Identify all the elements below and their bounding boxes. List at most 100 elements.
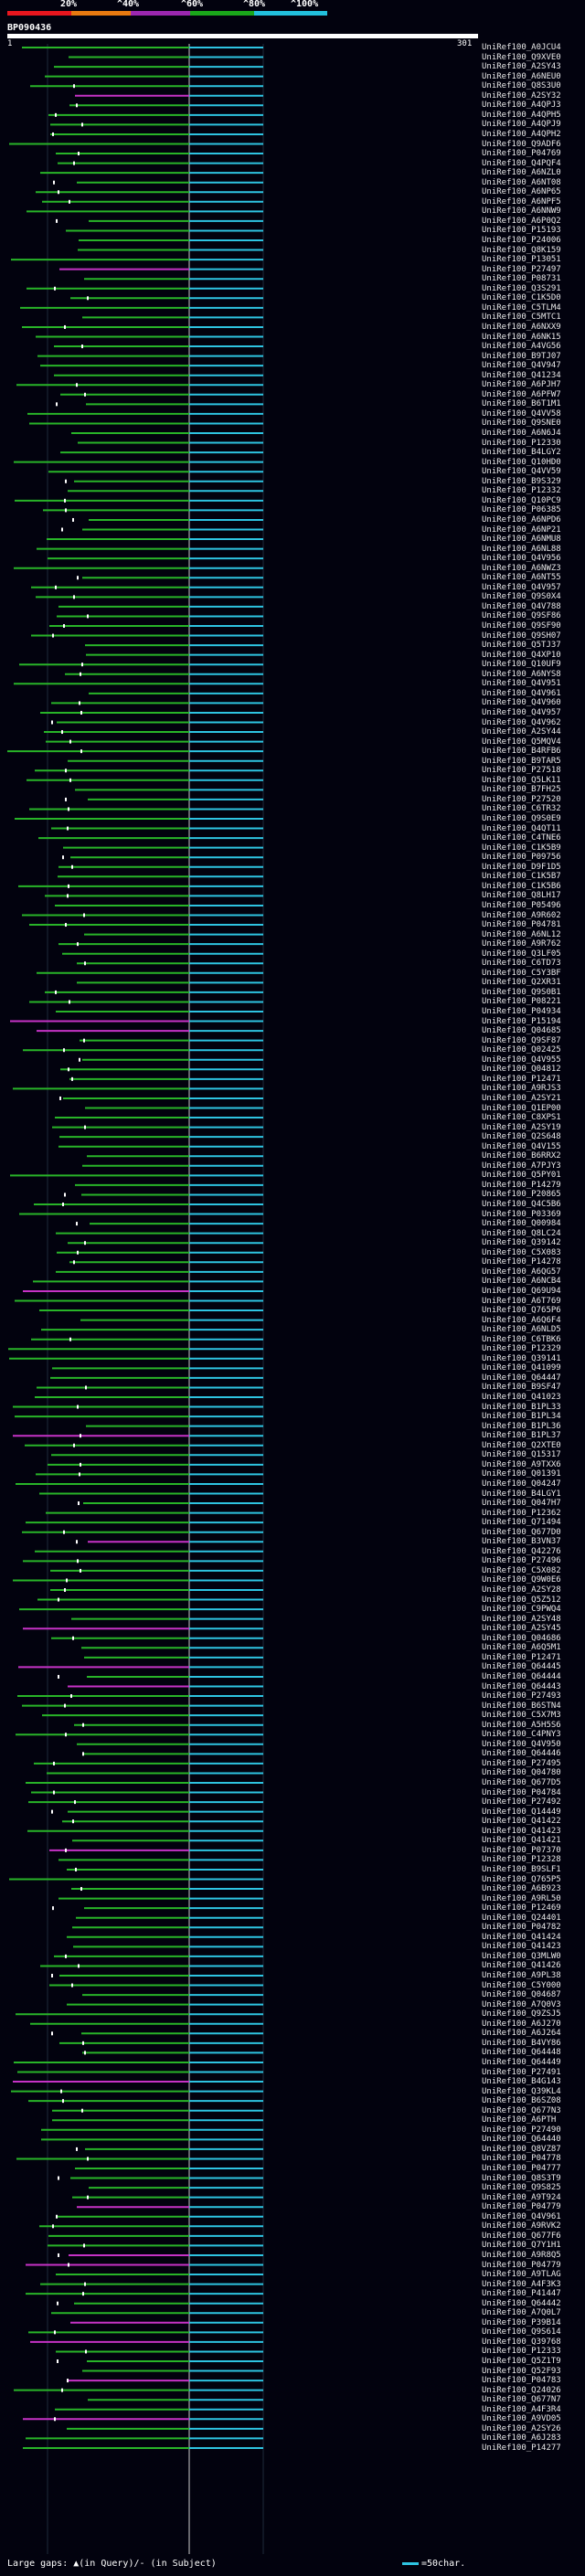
hit-label[interactable]: UniRef100_P04777: [482, 2164, 561, 2173]
hit-label[interactable]: UniRef100_C5X083: [482, 1247, 561, 1257]
hit-label[interactable]: UniRef100_A6NYS8: [482, 669, 561, 679]
hit-label[interactable]: UniRef100_P04782: [482, 1923, 561, 1933]
hit-label[interactable]: UniRef100_Q64445: [482, 1662, 561, 1672]
hit-label[interactable]: UniRef100_P04769: [482, 149, 561, 159]
hit-label[interactable]: UniRef100_Q4V950: [482, 1739, 561, 1749]
hit-label[interactable]: UniRef100_Q04687: [482, 1990, 561, 2000]
hit-label[interactable]: UniRef100_P13051: [482, 255, 561, 265]
hit-label[interactable]: UniRef100_Q39141: [482, 1353, 561, 1363]
hit-label[interactable]: UniRef100_Q677N7: [482, 2395, 561, 2405]
hit-label[interactable]: UniRef100_Q5Z512: [482, 1595, 561, 1605]
hit-label[interactable]: UniRef100_D9F1D5: [482, 862, 561, 872]
hit-label[interactable]: UniRef100_P12329: [482, 1344, 561, 1354]
hit-label[interactable]: UniRef100_Q9S825: [482, 2183, 561, 2193]
hit-label[interactable]: UniRef100_B6RRX2: [482, 1151, 561, 1161]
hit-label[interactable]: UniRef100_Q765P6: [482, 1306, 561, 1316]
hit-label[interactable]: UniRef100_Q9SNE0: [482, 419, 561, 429]
hit-label[interactable]: UniRef100_Q04247: [482, 1479, 561, 1489]
hit-label[interactable]: UniRef100_Q39768: [482, 2337, 561, 2347]
hit-label[interactable]: UniRef100_A6T769: [482, 1296, 561, 1306]
hit-label[interactable]: UniRef100_A6NL12: [482, 929, 561, 939]
hit-label[interactable]: UniRef100_A6NPD6: [482, 514, 561, 525]
hit-label[interactable]: UniRef100_Q04685: [482, 1026, 561, 1036]
hit-label[interactable]: UniRef100_Q04812: [482, 1065, 561, 1075]
hit-label[interactable]: UniRef100_Q4V957: [482, 582, 561, 592]
hit-label[interactable]: UniRef100_Q4VV59: [482, 467, 561, 477]
hit-label[interactable]: UniRef100_A6N6J4: [482, 429, 561, 438]
hit-label[interactable]: UniRef100_Q3S291: [482, 283, 561, 293]
hit-label[interactable]: UniRef100_Q047H7: [482, 1499, 561, 1509]
hit-label[interactable]: UniRef100_Q9S0B1: [482, 987, 561, 997]
hit-label[interactable]: UniRef100_B1PL33: [482, 1402, 561, 1412]
hit-label[interactable]: UniRef100_C5MTC1: [482, 313, 561, 323]
hit-label[interactable]: UniRef100_A2SY21: [482, 1093, 561, 1103]
hit-label[interactable]: UniRef100_C6TD73: [482, 959, 561, 969]
hit-label[interactable]: UniRef100_B9SF47: [482, 1383, 561, 1393]
hit-label[interactable]: UniRef100_B7FH25: [482, 785, 561, 795]
hit-label[interactable]: UniRef100_A6NT55: [482, 573, 561, 583]
hit-label[interactable]: UniRef100_Q4PQF4: [482, 158, 561, 168]
hit-label[interactable]: UniRef100_Q00984: [482, 1219, 561, 1229]
hit-label[interactable]: UniRef100_P12469: [482, 1903, 561, 1913]
hit-label[interactable]: UniRef100_A7PJY3: [482, 1161, 561, 1171]
hit-label[interactable]: UniRef100_Q4VV58: [482, 408, 561, 419]
hit-label[interactable]: UniRef100_C4TNE6: [482, 833, 561, 843]
hit-label[interactable]: UniRef100_B9TJ07: [482, 351, 561, 361]
hit-label[interactable]: UniRef100_C5X082: [482, 1565, 561, 1575]
hit-label[interactable]: UniRef100_Q71494: [482, 1518, 561, 1528]
hit-label[interactable]: UniRef100_A6J270: [482, 2019, 561, 2029]
hit-label[interactable]: UniRef100_Q4XP10: [482, 650, 561, 660]
hit-label[interactable]: UniRef100_P12333: [482, 2347, 561, 2357]
hit-label[interactable]: UniRef100_A6NWZ3: [482, 563, 561, 573]
hit-label[interactable]: UniRef100_A9T924: [482, 2192, 561, 2202]
hit-label[interactable]: UniRef100_A6NXX9: [482, 322, 561, 332]
hit-label[interactable]: UniRef100_P41447: [482, 2289, 561, 2299]
hit-label[interactable]: UniRef100_Q9S0X4: [482, 592, 561, 602]
hit-label[interactable]: UniRef100_B1PL34: [482, 1412, 561, 1422]
hit-label[interactable]: UniRef100_Q4V960: [482, 698, 561, 708]
hit-label[interactable]: UniRef100_C1K5B6: [482, 881, 561, 891]
hit-label[interactable]: UniRef100_Q9SF87: [482, 1035, 561, 1045]
hit-label[interactable]: UniRef100_Q64447: [482, 1373, 561, 1383]
hit-label[interactable]: UniRef100_Q15317: [482, 1450, 561, 1460]
hit-label[interactable]: UniRef100_A6NK15: [482, 332, 561, 342]
hit-label[interactable]: UniRef100_Q9XVE0: [482, 52, 561, 62]
hit-label[interactable]: UniRef100_Q64442: [482, 2298, 561, 2308]
hit-label[interactable]: UniRef100_Q4V951: [482, 679, 561, 689]
hit-label[interactable]: UniRef100_B9SLF1: [482, 1864, 561, 1874]
hit-label[interactable]: UniRef100_B4LGY2: [482, 448, 561, 458]
hit-label[interactable]: UniRef100_A6NLD5: [482, 1325, 561, 1335]
hit-label[interactable]: UniRef100_P15193: [482, 226, 561, 236]
hit-label[interactable]: UniRef100_C6TR32: [482, 804, 561, 814]
hit-label[interactable]: UniRef100_B1PL37: [482, 1431, 561, 1441]
hit-label[interactable]: UniRef100_P12362: [482, 1508, 561, 1518]
hit-label[interactable]: UniRef100_Q4V956: [482, 554, 561, 564]
hit-label[interactable]: UniRef100_Q8LC24: [482, 1228, 561, 1238]
hit-label[interactable]: UniRef100_A6NCB4: [482, 1277, 561, 1287]
hit-label[interactable]: UniRef100_P12328: [482, 1855, 561, 1865]
hit-label[interactable]: UniRef100_C6TBK6: [482, 1334, 561, 1344]
hit-label[interactable]: UniRef100_Q41423: [482, 1942, 561, 1952]
hit-label[interactable]: UniRef100_A2SY26: [482, 2423, 561, 2433]
hit-label[interactable]: UniRef100_Q42276: [482, 1546, 561, 1556]
hit-label[interactable]: UniRef100_A9RVK2: [482, 2221, 561, 2231]
hit-label[interactable]: UniRef100_B6T1M1: [482, 399, 561, 409]
hit-label[interactable]: UniRef100_P04783: [482, 2376, 561, 2386]
hit-label[interactable]: UniRef100_B6STN4: [482, 1701, 561, 1711]
hit-label[interactable]: UniRef100_A4QPJ9: [482, 120, 561, 130]
hit-label[interactable]: UniRef100_P04779: [482, 2202, 561, 2212]
hit-label[interactable]: UniRef100_B9TAR5: [482, 756, 561, 766]
hit-label[interactable]: UniRef100_P24006: [482, 236, 561, 245]
hit-label[interactable]: UniRef100_A5H5S6: [482, 1720, 561, 1730]
hit-label[interactable]: UniRef100_A2SY28: [482, 1585, 561, 1595]
hit-label[interactable]: UniRef100_Q2XR31: [482, 978, 561, 988]
hit-label[interactable]: UniRef100_A6Q6F4: [482, 1315, 561, 1325]
hit-label[interactable]: UniRef100_Q5LK11: [482, 775, 561, 785]
hit-label[interactable]: UniRef100_Q4V962: [482, 717, 561, 727]
hit-label[interactable]: UniRef100_A6NT08: [482, 177, 561, 187]
hit-label[interactable]: UniRef100_Q10PC9: [482, 495, 561, 505]
hit-label[interactable]: UniRef100_P04778: [482, 2154, 561, 2164]
hit-label[interactable]: UniRef100_C4PNY3: [482, 1730, 561, 1740]
hit-label[interactable]: UniRef100_P08221: [482, 997, 561, 1007]
hit-label[interactable]: UniRef100_Q2S648: [482, 1132, 561, 1142]
